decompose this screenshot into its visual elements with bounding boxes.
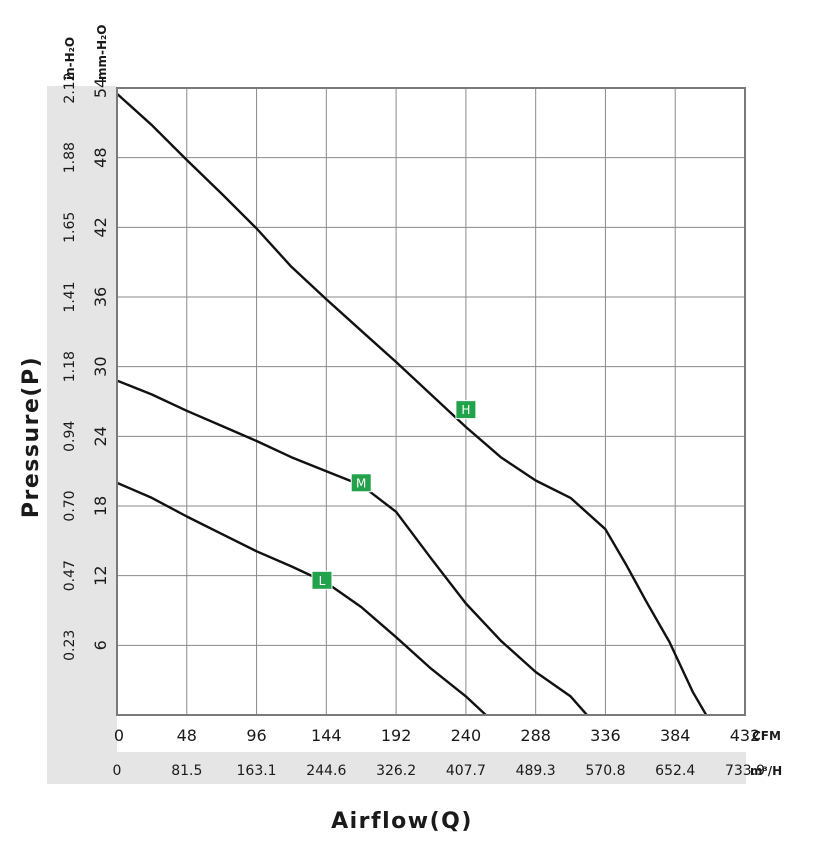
- x-tick-label-secondary: 326.2: [376, 763, 416, 779]
- x-tick-label-secondary: 0: [113, 763, 122, 779]
- bottom-axis-band: [47, 752, 746, 784]
- x-tick-label: 336: [590, 726, 621, 745]
- x-tick-label: 288: [520, 726, 551, 745]
- y-ticks-secondary: 0.23 0.47 0.70 0.94 1.18 1.41 1.65 1.88 2.12: [62, 72, 78, 661]
- y-tick-label: 54: [91, 78, 110, 98]
- x-tick-label-secondary: 163.1: [237, 763, 277, 779]
- x-tick-label: 192: [381, 726, 412, 745]
- marker-m: [350, 473, 372, 493]
- y-tick-label-secondary: 1.41: [62, 281, 78, 312]
- y-unit-primary: mm-H₂O: [95, 25, 109, 81]
- x-ticks-secondary: 0 81.5 163.1 244.6 326.2 407.7 489.3 570.8 652.4…: [113, 763, 766, 779]
- curves: [117, 92, 708, 715]
- y-tick-label: 30: [91, 356, 110, 376]
- y-tick-label: 48: [91, 147, 110, 167]
- markers: H M L: [311, 400, 477, 590]
- y-tick-label: 24: [91, 426, 110, 446]
- plot-frame: [116, 87, 746, 716]
- y-tick-label-secondary: 0.70: [62, 490, 78, 521]
- y-ticks: 6 12 18 24 30 36 42 48 54: [91, 78, 110, 651]
- y-tick-label-secondary: 2.12: [62, 72, 78, 103]
- x-tick-label-secondary: 244.6: [306, 763, 346, 779]
- y-tick-label-secondary: 1.65: [62, 212, 78, 243]
- x-tick-label-secondary: 652.4: [655, 763, 695, 779]
- marker-h: [455, 400, 477, 420]
- x-tick-label: 240: [451, 726, 482, 745]
- x-tick-label-secondary: 733.9: [725, 763, 765, 779]
- x-tick-label: 432: [730, 726, 761, 745]
- x-unit-secondary: m³/H: [750, 764, 782, 778]
- y-tick-label-secondary: 0.47: [62, 560, 78, 591]
- x-tick-label: 384: [660, 726, 691, 745]
- x-tick-label-secondary: 407.7: [446, 763, 486, 779]
- y-unit-secondary: in-H₂O: [63, 37, 77, 80]
- marker-l: [311, 570, 333, 590]
- y-tick-label-secondary: 1.88: [62, 142, 78, 173]
- x-unit-primary: CFM: [752, 729, 781, 743]
- left-axis-band: [47, 86, 117, 784]
- x-tick-label: 0: [114, 726, 124, 745]
- x-tick-label-secondary: 489.3: [516, 763, 556, 779]
- y-tick-label: 36: [91, 287, 110, 307]
- curve-m: [117, 379, 589, 715]
- x-tick-label: 48: [177, 726, 197, 745]
- marker-label-l: L: [319, 574, 326, 588]
- y-tick-label: 42: [91, 217, 110, 237]
- marker-label-m: M: [356, 476, 366, 490]
- x-tick-label-secondary: 570.8: [585, 763, 625, 779]
- y-tick-label: 6: [91, 640, 110, 650]
- y-axis-title: Pressure(P): [19, 356, 44, 518]
- y-tick-label-secondary: 0.23: [62, 630, 78, 661]
- x-tick-label-secondary: 81.5: [171, 763, 202, 779]
- curve-l: [117, 481, 488, 715]
- y-tick-label: 18: [91, 496, 110, 516]
- marker-label-h: H: [461, 403, 470, 417]
- x-tick-label: 96: [246, 726, 266, 745]
- x-axis-title: Airflow(Q): [331, 809, 473, 834]
- curve-h: [117, 92, 708, 715]
- y-tick-label-secondary: 1.18: [62, 351, 78, 382]
- y-tick-label-secondary: 0.94: [62, 421, 78, 452]
- y-tick-label: 12: [91, 565, 110, 585]
- x-ticks: 0 48 96 144 192 240 288 336 384 432: [114, 726, 760, 745]
- x-tick-label: 144: [311, 726, 342, 745]
